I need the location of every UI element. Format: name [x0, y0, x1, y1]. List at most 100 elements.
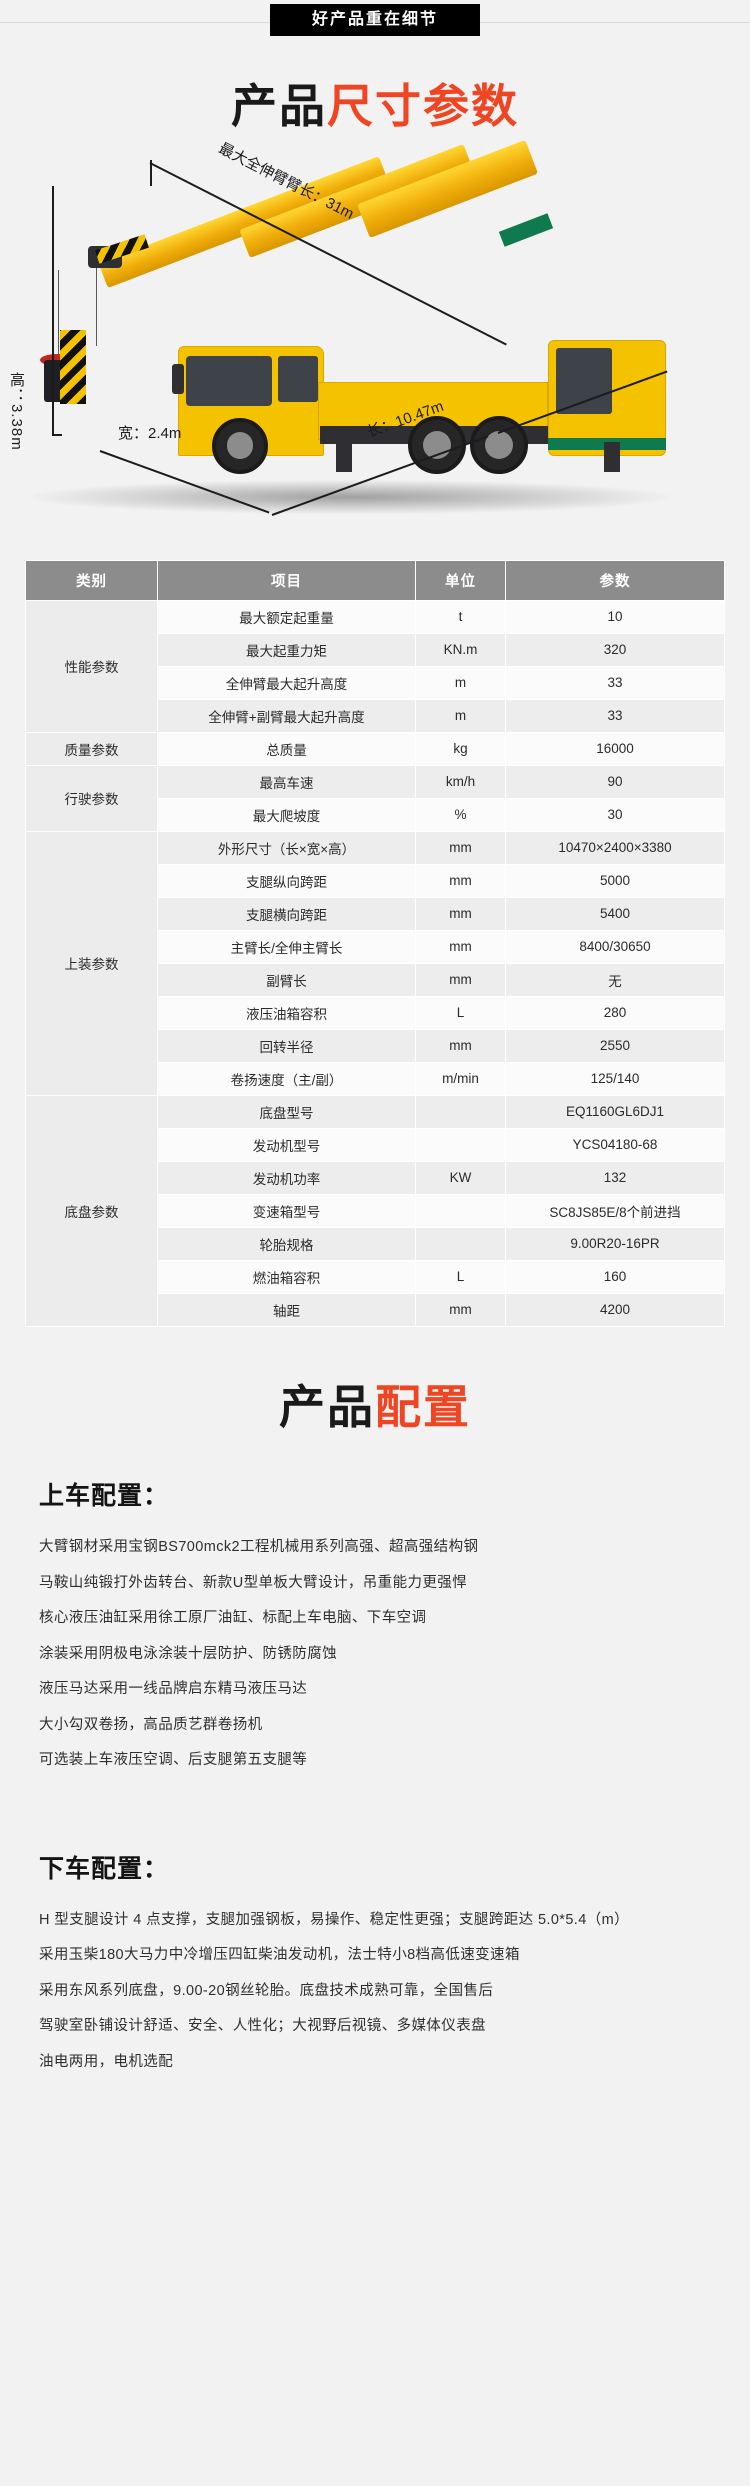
cell-val: 10: [505, 599, 725, 634]
boom-guide-tick-left: [150, 159, 152, 186]
height-guide-tick: [52, 433, 62, 436]
table-row: 支腿横向跨距 mm 5400: [26, 896, 725, 931]
cell-unit: mm: [415, 929, 506, 964]
config-line: 驾驶室卧铺设计舒适、安全、人性化；大视野后视镜、多媒体仪表盘: [39, 2018, 486, 2035]
table-row: 发动机功率 KW 132: [26, 1160, 725, 1195]
config-line: 核心液压油缸采用徐工原厂油缸、标配上车电脑、下车空调: [39, 1610, 427, 1627]
table-row: 燃油箱容积 L 160: [26, 1259, 725, 1294]
dimensions-section-title: 产品尺寸参数: [0, 44, 750, 146]
width-dimension-label: 宽：2.4m: [118, 424, 182, 442]
cell-item: 主臂长/全伸主臂长: [157, 929, 416, 964]
product-spec-page: 好产品重在细节 产品尺寸参数: [0, 0, 750, 2081]
cell-item: 最高车速: [157, 764, 416, 799]
header-category: 类别: [25, 559, 158, 601]
config-line: 采用玉柴180大马力中冷增压四缸柴油发动机，法士特小8档高低速变速箱: [39, 1947, 520, 1964]
wheel-front: [212, 417, 268, 474]
table-row: 副臂长 mm 无: [26, 962, 725, 997]
cell-item: 发动机型号: [157, 1127, 416, 1162]
cell-item: 卷扬速度（主/副）: [157, 1061, 416, 1096]
cell-val: EQ1160GL6DJ1: [505, 1094, 725, 1129]
cab-windshield: [186, 355, 272, 406]
cell-val: 33: [505, 698, 725, 733]
dimensions-title-dark: 产品: [231, 80, 327, 132]
table-row: 液压油箱容积 L 280: [26, 995, 725, 1030]
cab-side-window: [278, 355, 318, 402]
specification-table: 类别 项目 单位 参数 性能参数 最大额定起重量 t 10 最大起重力矩 KN.m 320 全…: [25, 559, 725, 1327]
cell-item: 外形尺寸（长×宽×高）: [157, 830, 416, 865]
cell-item: 回转半径: [157, 1028, 416, 1063]
banner-label: 好产品重在细节: [269, 4, 481, 36]
upper-config-block: 上车配置： 大臂钢材采用宝钢BS700mck2工程机械用系列高强、超高强结构钢马…: [25, 1476, 725, 1779]
table-header-row: 类别 项目 单位 参数: [25, 559, 725, 601]
upper-config-heading: 上车配置：: [39, 1482, 170, 1510]
hoist-cable-left: [58, 269, 59, 362]
cell-val: 9.00R20-16PR: [505, 1226, 725, 1261]
cell-unit: mm: [415, 1028, 506, 1063]
outrigger-front: [336, 441, 352, 472]
cell-item: 轴距: [157, 1292, 416, 1327]
config-title-accent: 配置: [375, 1380, 471, 1433]
cell-item: 支腿纵向跨距: [157, 863, 416, 898]
cell-val: 320: [505, 632, 725, 667]
config-section-title: 产品配置: [0, 1345, 750, 1447]
cell-category: 上装参数: [25, 830, 158, 1096]
cell-unit: KN.m: [415, 632, 506, 667]
hoist-cable-right: [96, 267, 97, 346]
config-line: 涂装采用阴极电泳涂装十层防护、防锈防腐蚀: [39, 1645, 337, 1662]
config-line: 采用东风系列底盘，9.00-20钢丝轮胎。底盘技术成熟可靠，全国售后: [39, 1982, 494, 1999]
cell-val: 8400/30650: [505, 929, 725, 964]
cell-unit: L: [415, 1259, 506, 1294]
table-row: 回转半径 mm 2550: [26, 1028, 725, 1063]
header-value: 参数: [505, 559, 725, 601]
table-row: 变速箱型号 SC8JS85E/8个前进挡: [26, 1193, 725, 1228]
lower-config-list: H 型支腿设计 4 点支撑，支腿加强钢板，易操作、稳定性更强；支腿跨距达 5.0…: [39, 1903, 711, 2081]
cell-item: 全伸臂+副臂最大起升高度: [157, 698, 416, 733]
config-title-dark: 产品: [279, 1380, 375, 1433]
cell-unit: %: [415, 797, 506, 832]
operator-cabin-window: [556, 347, 612, 414]
table-row: 轮胎规格 9.00R20-16PR: [26, 1226, 725, 1261]
cell-unit: [415, 1226, 506, 1261]
config-line: 油电两用，电机选配: [39, 2053, 174, 2070]
cell-item: 全伸臂最大起升高度: [157, 665, 416, 700]
lower-config-block: 下车配置： H 型支腿设计 4 点支撑，支腿加强钢板，易操作、稳定性更强；支腿跨…: [25, 1849, 725, 2081]
crane-dimension-figure: 高：3.38m 最大全伸臂臂长：31m 宽：2.4m 长：10.47m: [0, 139, 750, 550]
table-row: 性能参数 最大额定起重量 t 10: [25, 599, 725, 733]
table-row: 支腿纵向跨距 mm 5000: [26, 863, 725, 898]
table-row: 行驶参数 最高车速 km/h 90: [25, 764, 725, 832]
height-guide-line: [52, 185, 54, 434]
table-row: 全伸臂最大起升高度 m 33: [26, 665, 725, 700]
cell-category: 行驶参数: [25, 764, 158, 832]
cell-val: 无: [505, 962, 725, 997]
cell-val: 90: [505, 764, 725, 799]
config-line: 大臂钢材采用宝钢BS700mck2工程机械用系列高强、超高强结构钢: [39, 1539, 479, 1555]
cell-item: 发动机功率: [157, 1160, 416, 1195]
header-item: 项目: [157, 559, 416, 601]
cell-unit: L: [415, 995, 506, 1030]
table-head: 类别 项目 单位 参数: [25, 559, 725, 601]
outrigger-rear: [604, 441, 620, 472]
cell-unit: mm: [415, 830, 506, 865]
config-line: 液压马达采用一线品牌启东精马液压马达: [39, 1681, 308, 1698]
cell-item: 底盘型号: [157, 1094, 416, 1129]
lower-config-heading: 下车配置：: [39, 1854, 170, 1883]
cell-unit: [415, 1127, 506, 1162]
chassis-frame: [320, 425, 620, 444]
cell-unit: t: [415, 599, 506, 634]
config-line: 大小勾双卷扬，高品质艺群卷扬机: [39, 1716, 263, 1733]
cell-val: 2550: [505, 1028, 725, 1063]
top-banner: 好产品重在细节: [0, 0, 750, 44]
cell-item: 轮胎规格: [157, 1226, 416, 1261]
cell-item: 副臂长: [157, 962, 416, 997]
cell-val: 280: [505, 995, 725, 1030]
cell-val: 5000: [505, 863, 725, 898]
cell-val: 4200: [505, 1292, 725, 1327]
cell-item: 最大爬坡度: [157, 797, 416, 832]
cell-unit: mm: [415, 863, 506, 898]
table-row: 底盘参数 底盘型号 EQ1160GL6DJ1: [25, 1094, 725, 1327]
cell-val: 30: [505, 797, 725, 832]
cell-item: 液压油箱容积: [157, 995, 416, 1030]
cell-unit: m: [415, 698, 506, 733]
cell-unit: mm: [415, 962, 506, 997]
table-row: 卷扬速度（主/副） m/min 125/140: [26, 1061, 725, 1096]
